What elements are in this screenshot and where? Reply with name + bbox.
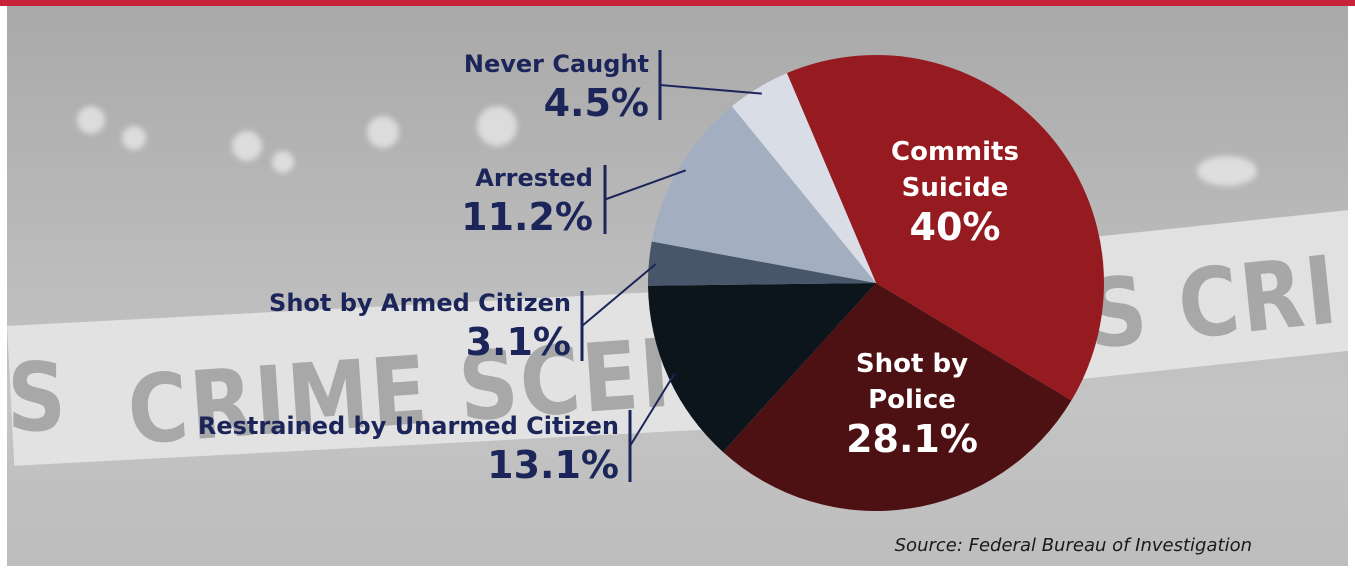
- bokeh-light: [232, 131, 262, 161]
- bokeh-light: [122, 126, 146, 150]
- slice-value-arrested: 11.2%: [461, 195, 593, 239]
- slice-restrained-by-unarmed-citizen: [648, 283, 876, 453]
- bokeh-light: [367, 116, 399, 148]
- slice-label-restrained-by-unarmed-citizen: Restrained by Unarmed Citizen: [198, 412, 619, 440]
- bokeh-light: [77, 106, 105, 134]
- leader-line-never-caught: [659, 84, 762, 95]
- leader-line-restrained-by-unarmed-citizen: [629, 373, 676, 447]
- bokeh-light: [272, 151, 294, 173]
- leader-line-arrested: [604, 169, 687, 201]
- slice-shot-by-armed-citizen: [648, 241, 876, 286]
- slice-arrested: [651, 106, 876, 283]
- pie-slices: [648, 54, 1105, 511]
- slice-value-commits-suicide: 40%: [910, 205, 1001, 249]
- slice-value-shot-by-police: 28.1%: [846, 417, 978, 461]
- slice-shot-by-police: [722, 283, 1072, 511]
- slice-label-commits-suicide: Commits: [891, 137, 1019, 167]
- slice-commits-suicide: [786, 54, 1105, 401]
- bokeh-light: [477, 106, 517, 146]
- bokeh-light: [1197, 156, 1257, 186]
- slice-label-shot-by-armed-citizen: Shot by Armed Citizen: [269, 289, 571, 317]
- slice-label-commits-suicide: Suicide: [902, 173, 1009, 203]
- slice-value-restrained-by-unarmed-citizen: 13.1%: [487, 443, 619, 487]
- slice-label-shot-by-police: Shot by: [856, 349, 968, 379]
- slice-value-never-caught: 4.5%: [544, 81, 649, 125]
- slice-label-shot-by-police: Police: [868, 385, 956, 415]
- slice-never-caught: [731, 73, 876, 284]
- crime-tape-text-left: S: [7, 343, 69, 454]
- source-note: Source: Federal Bureau of Investigation: [894, 535, 1252, 556]
- slice-label-arrested: Arrested: [475, 164, 593, 192]
- top-accent-rule: [0, 0, 1355, 6]
- leader-line-shot-by-armed-citizen: [581, 263, 657, 327]
- slice-value-shot-by-armed-citizen: 3.1%: [466, 320, 571, 364]
- leader-lines: [580, 50, 762, 482]
- slice-label-never-caught: Never Caught: [464, 50, 649, 78]
